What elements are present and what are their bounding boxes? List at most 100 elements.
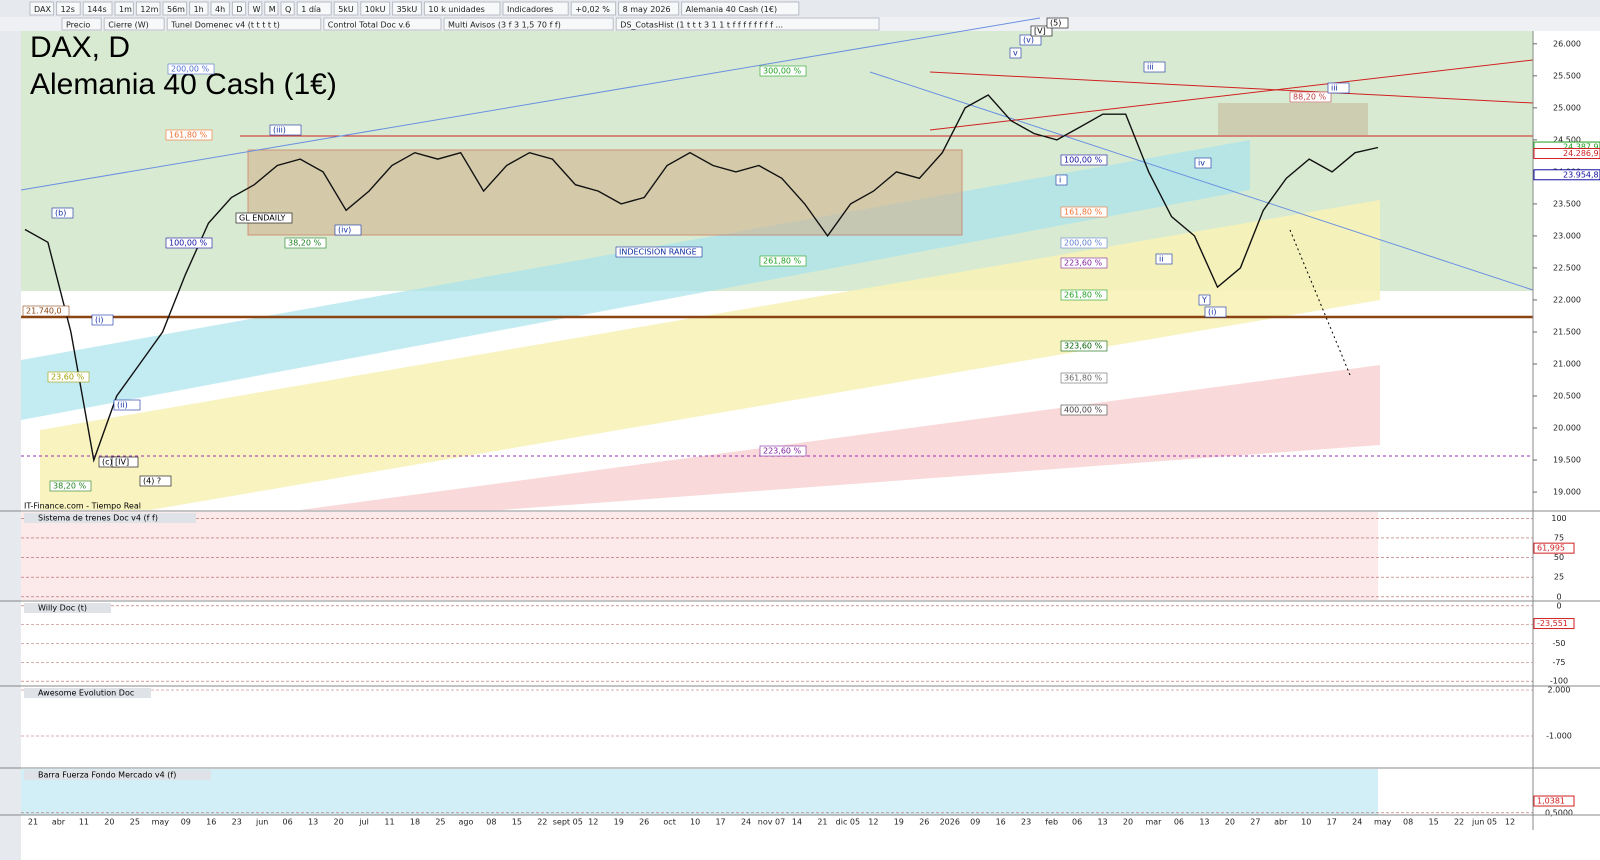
panel-title: Sistema de trenes Doc v4 (f f) <box>38 514 158 523</box>
y-tick-label: 22.500 <box>1553 263 1581 272</box>
annotation-box <box>91 314 114 326</box>
x-tick-label: 06 <box>283 818 293 827</box>
value-label: -23,551 <box>1537 619 1568 628</box>
y-tick-label: 20.500 <box>1553 392 1581 401</box>
toolbar-button[interactable] <box>280 1 295 16</box>
toolbar-button[interactable] <box>189 1 209 16</box>
annotation: 100,00 % <box>169 239 208 248</box>
annotation-box <box>1060 372 1108 384</box>
annotation: 161,80 % <box>169 131 208 140</box>
annotation: 161,80 % <box>1064 208 1103 217</box>
x-tick-label: may <box>152 818 170 827</box>
toolbar-button[interactable] <box>264 1 279 16</box>
annotation: (5) <box>1050 19 1061 28</box>
toolbar-button[interactable] <box>502 1 569 16</box>
toolbar-button[interactable] <box>360 1 391 16</box>
annotation-box <box>759 255 807 267</box>
annotation-box <box>1289 91 1332 103</box>
x-tick-label: dic 05 <box>836 818 860 827</box>
toolbar-button[interactable] <box>82 1 113 16</box>
y-tick-label: 26.000 <box>1553 39 1581 48</box>
x-tick-label: 24 <box>1352 818 1362 827</box>
y-tick-label: 21.000 <box>1553 359 1581 368</box>
x-tick-label: 20 <box>333 818 343 827</box>
toolbar-label: DAX <box>34 5 51 14</box>
toolbar-button[interactable] <box>681 1 800 16</box>
x-tick-label: may <box>1374 818 1392 827</box>
x-tick-label: 21 <box>817 818 827 827</box>
price-marker <box>1533 148 1600 160</box>
toolbar-button[interactable] <box>423 1 501 16</box>
panel-bg <box>21 512 1378 600</box>
trend-line <box>20 17 1041 191</box>
toolbar-button[interactable] <box>248 1 263 16</box>
annotation: 361,80 % <box>1064 374 1103 383</box>
toolbar-button[interactable] <box>29 1 55 16</box>
y-tick-label: 19.500 <box>1553 456 1581 465</box>
toolbar-button[interactable] <box>615 17 880 31</box>
annotation: (v) <box>1023 36 1034 45</box>
y-tick-label: 100 <box>1551 514 1566 523</box>
y-tick-label: 21.500 <box>1553 327 1581 336</box>
toolbar-label: 56m <box>167 5 185 14</box>
annotation: iii <box>1147 63 1154 72</box>
y-tick-label: 0,5000 <box>1545 808 1573 817</box>
toolbar-label: M <box>269 5 276 14</box>
toolbar-label: 8 may 2026 <box>623 5 671 14</box>
x-tick-label: 21 <box>28 818 38 827</box>
toolbar-button[interactable] <box>103 17 165 31</box>
x-tick-label: 06 <box>1072 818 1082 827</box>
value-marker <box>1533 542 1575 554</box>
toolbar-button[interactable] <box>618 1 680 16</box>
annotation: 88,20 % <box>1293 93 1326 102</box>
toolbar-label: D <box>236 5 242 14</box>
x-tick-label: 17 <box>715 818 725 827</box>
toolbar-button[interactable] <box>333 1 359 16</box>
annotation-box <box>1019 34 1042 46</box>
toolbar-button[interactable] <box>323 17 442 31</box>
toolbar-label: 1m <box>119 5 132 14</box>
toolbar-label: 35kU <box>397 5 418 14</box>
toolbar-button[interactable] <box>56 1 81 16</box>
y-tick-label: 0 <box>1556 601 1561 610</box>
toolbar-button[interactable] <box>443 17 614 31</box>
annotation: 23,60 % <box>51 373 84 382</box>
toolbar-button[interactable] <box>392 1 422 16</box>
panel-title-bg <box>24 513 196 523</box>
annotation-box <box>1204 306 1227 318</box>
toolbar-button[interactable] <box>135 1 161 16</box>
annotation-box <box>47 371 90 383</box>
y-tick-label: 23.000 <box>1553 231 1581 240</box>
toolbar-button[interactable] <box>296 1 332 16</box>
toolbar-button[interactable] <box>210 1 230 16</box>
toolbar-label: Q <box>285 5 291 14</box>
x-tick-label: 13 <box>1199 818 1209 827</box>
x-tick-label: jun 05 <box>1471 818 1497 827</box>
toolbar-label: DS_CotasHist (1 t t t 3 1 1 t f f f f f … <box>620 21 783 30</box>
x-tick-label: 09 <box>970 818 980 827</box>
annotation: i <box>1059 176 1061 185</box>
toolbar-button[interactable] <box>114 1 134 16</box>
toolbar-button[interactable] <box>61 17 102 31</box>
annotation: 223,60 % <box>1064 259 1103 268</box>
toolbar-button[interactable] <box>162 1 188 16</box>
x-tick-label: 11 <box>79 818 89 827</box>
value-marker <box>1533 795 1575 807</box>
y-tick-label: 22.000 <box>1553 295 1581 304</box>
annotation-box <box>51 207 74 219</box>
toolbar-button[interactable] <box>231 1 247 16</box>
annotation-box <box>759 445 807 457</box>
toolbar-button[interactable] <box>166 17 322 31</box>
toolbar-button[interactable] <box>570 1 617 16</box>
value-marker <box>1533 618 1575 630</box>
trend-line <box>929 59 1534 131</box>
annotation-box <box>1327 82 1350 94</box>
annotation: (ii) <box>117 401 128 410</box>
x-tick-label: 22 <box>1454 818 1464 827</box>
x-tick-label: oct <box>663 818 675 827</box>
annotation: 261,80 % <box>1064 291 1103 300</box>
x-tick-label: 11 <box>384 818 394 827</box>
chart-title: DAX, D <box>30 31 130 64</box>
x-tick-label: 10 <box>690 818 700 827</box>
annotation-box <box>1055 174 1068 186</box>
